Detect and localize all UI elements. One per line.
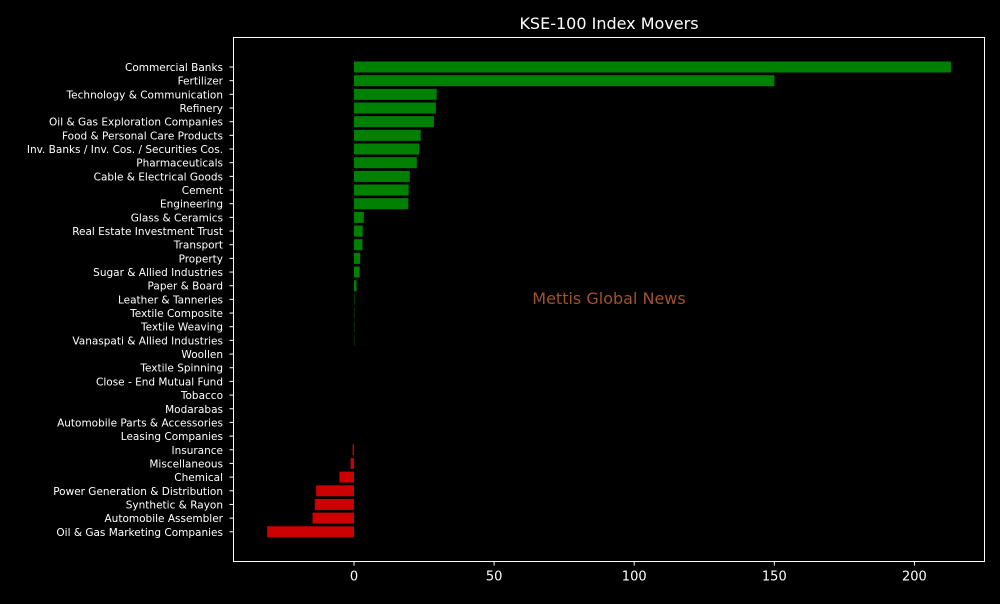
y-tick-label: Textile Weaving (140, 322, 223, 334)
y-tick-label: Property (179, 253, 223, 265)
bar (354, 226, 363, 237)
bar (353, 444, 354, 455)
y-tick-label: Automobile Assembler (105, 513, 224, 525)
y-tick-label: Refinery (179, 103, 223, 115)
bar (354, 116, 434, 127)
y-tick-label: Inv. Banks / Inv. Cos. / Securities Cos. (27, 144, 223, 156)
bar (354, 75, 774, 86)
y-tick-label: Textile Spinning (139, 363, 223, 375)
y-tick-label: Miscellaneous (149, 458, 223, 470)
y-tick-label: Chemical (174, 472, 223, 484)
x-tick-label: 200 (902, 570, 927, 585)
bar (354, 239, 362, 250)
y-tick-label: Vanaspati & Allied Industries (72, 335, 223, 347)
bar (313, 513, 354, 524)
y-tick-label: Textile Composite (129, 308, 223, 320)
y-tick-label: Glass & Ceramics (131, 212, 223, 224)
bar (354, 267, 360, 278)
bar (267, 526, 354, 537)
y-tick-label: Modarabas (165, 404, 223, 416)
x-tick-label: 150 (762, 570, 787, 585)
y-tick-label: Fertilizer (178, 76, 224, 88)
y-tick-label: Paper & Board (148, 281, 223, 293)
y-tick-label: Insurance (171, 445, 223, 457)
y-tick-label: Leasing Companies (121, 431, 223, 443)
y-tick-label: Cement (182, 185, 223, 197)
chart-title: KSE-100 Index Movers (519, 14, 698, 33)
bar (316, 485, 354, 496)
bar (354, 89, 437, 100)
bar (354, 280, 357, 291)
x-tick-label: 50 (486, 570, 503, 585)
bar (354, 62, 951, 73)
y-tick-label: Oil & Gas Marketing Companies (56, 527, 223, 539)
y-tick-label: Close - End Mutual Fund (96, 376, 223, 388)
y-tick-label: Food & Personal Care Products (62, 130, 223, 142)
y-tick-label: Transport (173, 240, 223, 252)
y-tick-label: Oil & Gas Exploration Companies (49, 117, 223, 129)
y-tick-label: Synthetic & Rayon (126, 499, 223, 511)
x-tick-label: 100 (622, 570, 647, 585)
bar (315, 499, 354, 510)
x-tick-label: 0 (350, 570, 358, 585)
y-tick-label: Woollen (181, 349, 223, 361)
bar (351, 458, 354, 469)
y-tick-label: Technology & Communication (66, 89, 223, 101)
bar (354, 144, 419, 155)
y-tick-label: Cable & Electrical Goods (94, 171, 223, 183)
bar (354, 171, 410, 182)
bar (354, 157, 417, 168)
bar (354, 212, 364, 223)
bar (354, 185, 409, 196)
y-tick-label: Automobile Parts & Accessories (57, 417, 223, 429)
bar (354, 130, 421, 141)
y-tick-label: Pharmaceuticals (136, 158, 223, 170)
bar (354, 253, 360, 264)
y-tick-label: Commercial Banks (125, 62, 223, 74)
watermark-text: Mettis Global News (532, 289, 685, 308)
bar (354, 103, 436, 114)
y-tick-label: Sugar & Allied Industries (93, 267, 223, 279)
bar (339, 472, 354, 483)
y-tick-label: Engineering (160, 199, 223, 211)
y-tick-label: Leather & Tanneries (118, 294, 223, 306)
y-tick-label: Power Generation & Distribution (53, 486, 223, 498)
bar (354, 198, 408, 209)
y-tick-label: Real Estate Investment Trust (72, 226, 223, 238)
y-tick-label: Tobacco (180, 390, 223, 402)
